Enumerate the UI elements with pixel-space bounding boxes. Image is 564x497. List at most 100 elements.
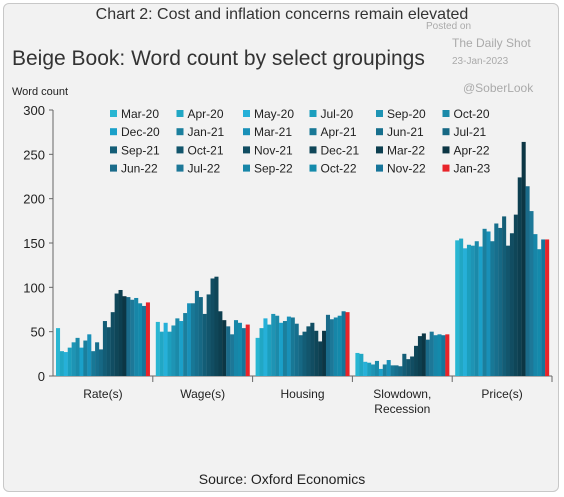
legend-label: Sep-21	[121, 143, 160, 157]
bar	[214, 276, 219, 376]
bar	[190, 303, 196, 376]
bar	[194, 290, 199, 376]
bar	[441, 335, 446, 376]
bar	[506, 245, 511, 376]
bar	[517, 177, 522, 376]
bar	[126, 297, 131, 376]
bar	[490, 241, 495, 376]
bar	[545, 239, 550, 376]
watermark-site: The Daily Shot	[452, 36, 531, 50]
legend-swatch	[110, 110, 117, 117]
bar	[279, 322, 284, 376]
bar	[470, 245, 475, 376]
bar	[314, 330, 319, 376]
legend-swatch	[309, 164, 317, 172]
bar	[355, 352, 360, 376]
bar	[533, 234, 538, 376]
y-axis-label: Word count	[12, 86, 69, 98]
y-tick-label: 250	[23, 147, 45, 162]
bar	[509, 233, 514, 376]
bar	[237, 322, 242, 376]
bar	[378, 368, 383, 376]
bar	[202, 313, 207, 376]
bar	[402, 353, 407, 376]
legend-swatch	[110, 146, 117, 154]
bar	[429, 331, 434, 376]
legend-label: Oct-21	[188, 143, 224, 157]
bar	[298, 335, 303, 376]
legend-swatch	[176, 164, 184, 172]
bar	[145, 302, 150, 376]
bar	[130, 299, 135, 376]
legend-swatch	[243, 128, 250, 136]
bar	[187, 303, 192, 376]
bar	[371, 364, 376, 376]
x-category-label: Wage(s)	[180, 387, 225, 401]
bar	[414, 345, 419, 376]
bar	[463, 248, 468, 376]
bar	[222, 320, 227, 376]
chart-subtitle: Beige Book: Word count by select groupin…	[12, 47, 425, 70]
x-category-label: Slowdown,	[373, 387, 431, 401]
bar	[437, 334, 442, 376]
legend-label: Apr-20	[188, 107, 224, 121]
bar	[75, 337, 80, 376]
legend-label: Sep-22	[254, 162, 293, 176]
bar	[159, 331, 164, 376]
bar	[322, 330, 327, 376]
watermark-date: 23-Jan-2023	[452, 56, 509, 67]
y-tick-label: 200	[23, 192, 45, 207]
bar	[386, 360, 391, 376]
bar	[333, 317, 338, 376]
legend-label: Jun-21	[387, 125, 424, 139]
chart-frame	[3, 3, 559, 492]
legend-swatch	[176, 146, 184, 154]
y-tick-label: 50	[31, 325, 45, 340]
legend-label: Mar-20	[121, 107, 159, 121]
bar	[478, 246, 483, 376]
bar	[210, 278, 215, 376]
bar	[63, 352, 68, 376]
bar	[91, 351, 96, 376]
legend-label: Jan-23	[454, 162, 491, 176]
bar	[255, 337, 260, 376]
bar	[102, 321, 107, 376]
bar	[198, 297, 203, 376]
bar	[241, 328, 246, 376]
watermark-handle: @SoberLook	[463, 81, 534, 95]
legend-label: May-20	[254, 107, 294, 121]
bar	[95, 342, 100, 376]
bar	[141, 305, 147, 376]
bar	[233, 320, 239, 376]
bar	[513, 214, 518, 376]
bar	[382, 364, 387, 376]
bar	[98, 349, 104, 376]
bar	[541, 239, 546, 376]
bar	[183, 313, 188, 376]
bar	[502, 216, 507, 376]
legend-swatch	[243, 110, 250, 117]
bar	[345, 312, 350, 376]
bar	[302, 331, 307, 376]
bar	[410, 356, 415, 376]
legend-swatch	[309, 110, 317, 117]
bar	[294, 323, 299, 376]
bar	[525, 186, 530, 376]
bar	[263, 318, 268, 376]
bar	[230, 334, 235, 376]
bar	[290, 317, 295, 376]
bar	[359, 353, 364, 376]
bar	[474, 241, 479, 376]
bar	[179, 321, 184, 376]
legend-label: Sep-20	[387, 107, 426, 121]
bar	[56, 328, 61, 376]
bar	[494, 223, 499, 376]
bar	[417, 336, 422, 376]
bar	[482, 228, 487, 376]
bar	[421, 333, 426, 376]
legend-swatch	[110, 128, 117, 136]
bar	[537, 249, 542, 376]
legend-swatch	[442, 146, 450, 154]
legend-swatch	[376, 110, 383, 117]
